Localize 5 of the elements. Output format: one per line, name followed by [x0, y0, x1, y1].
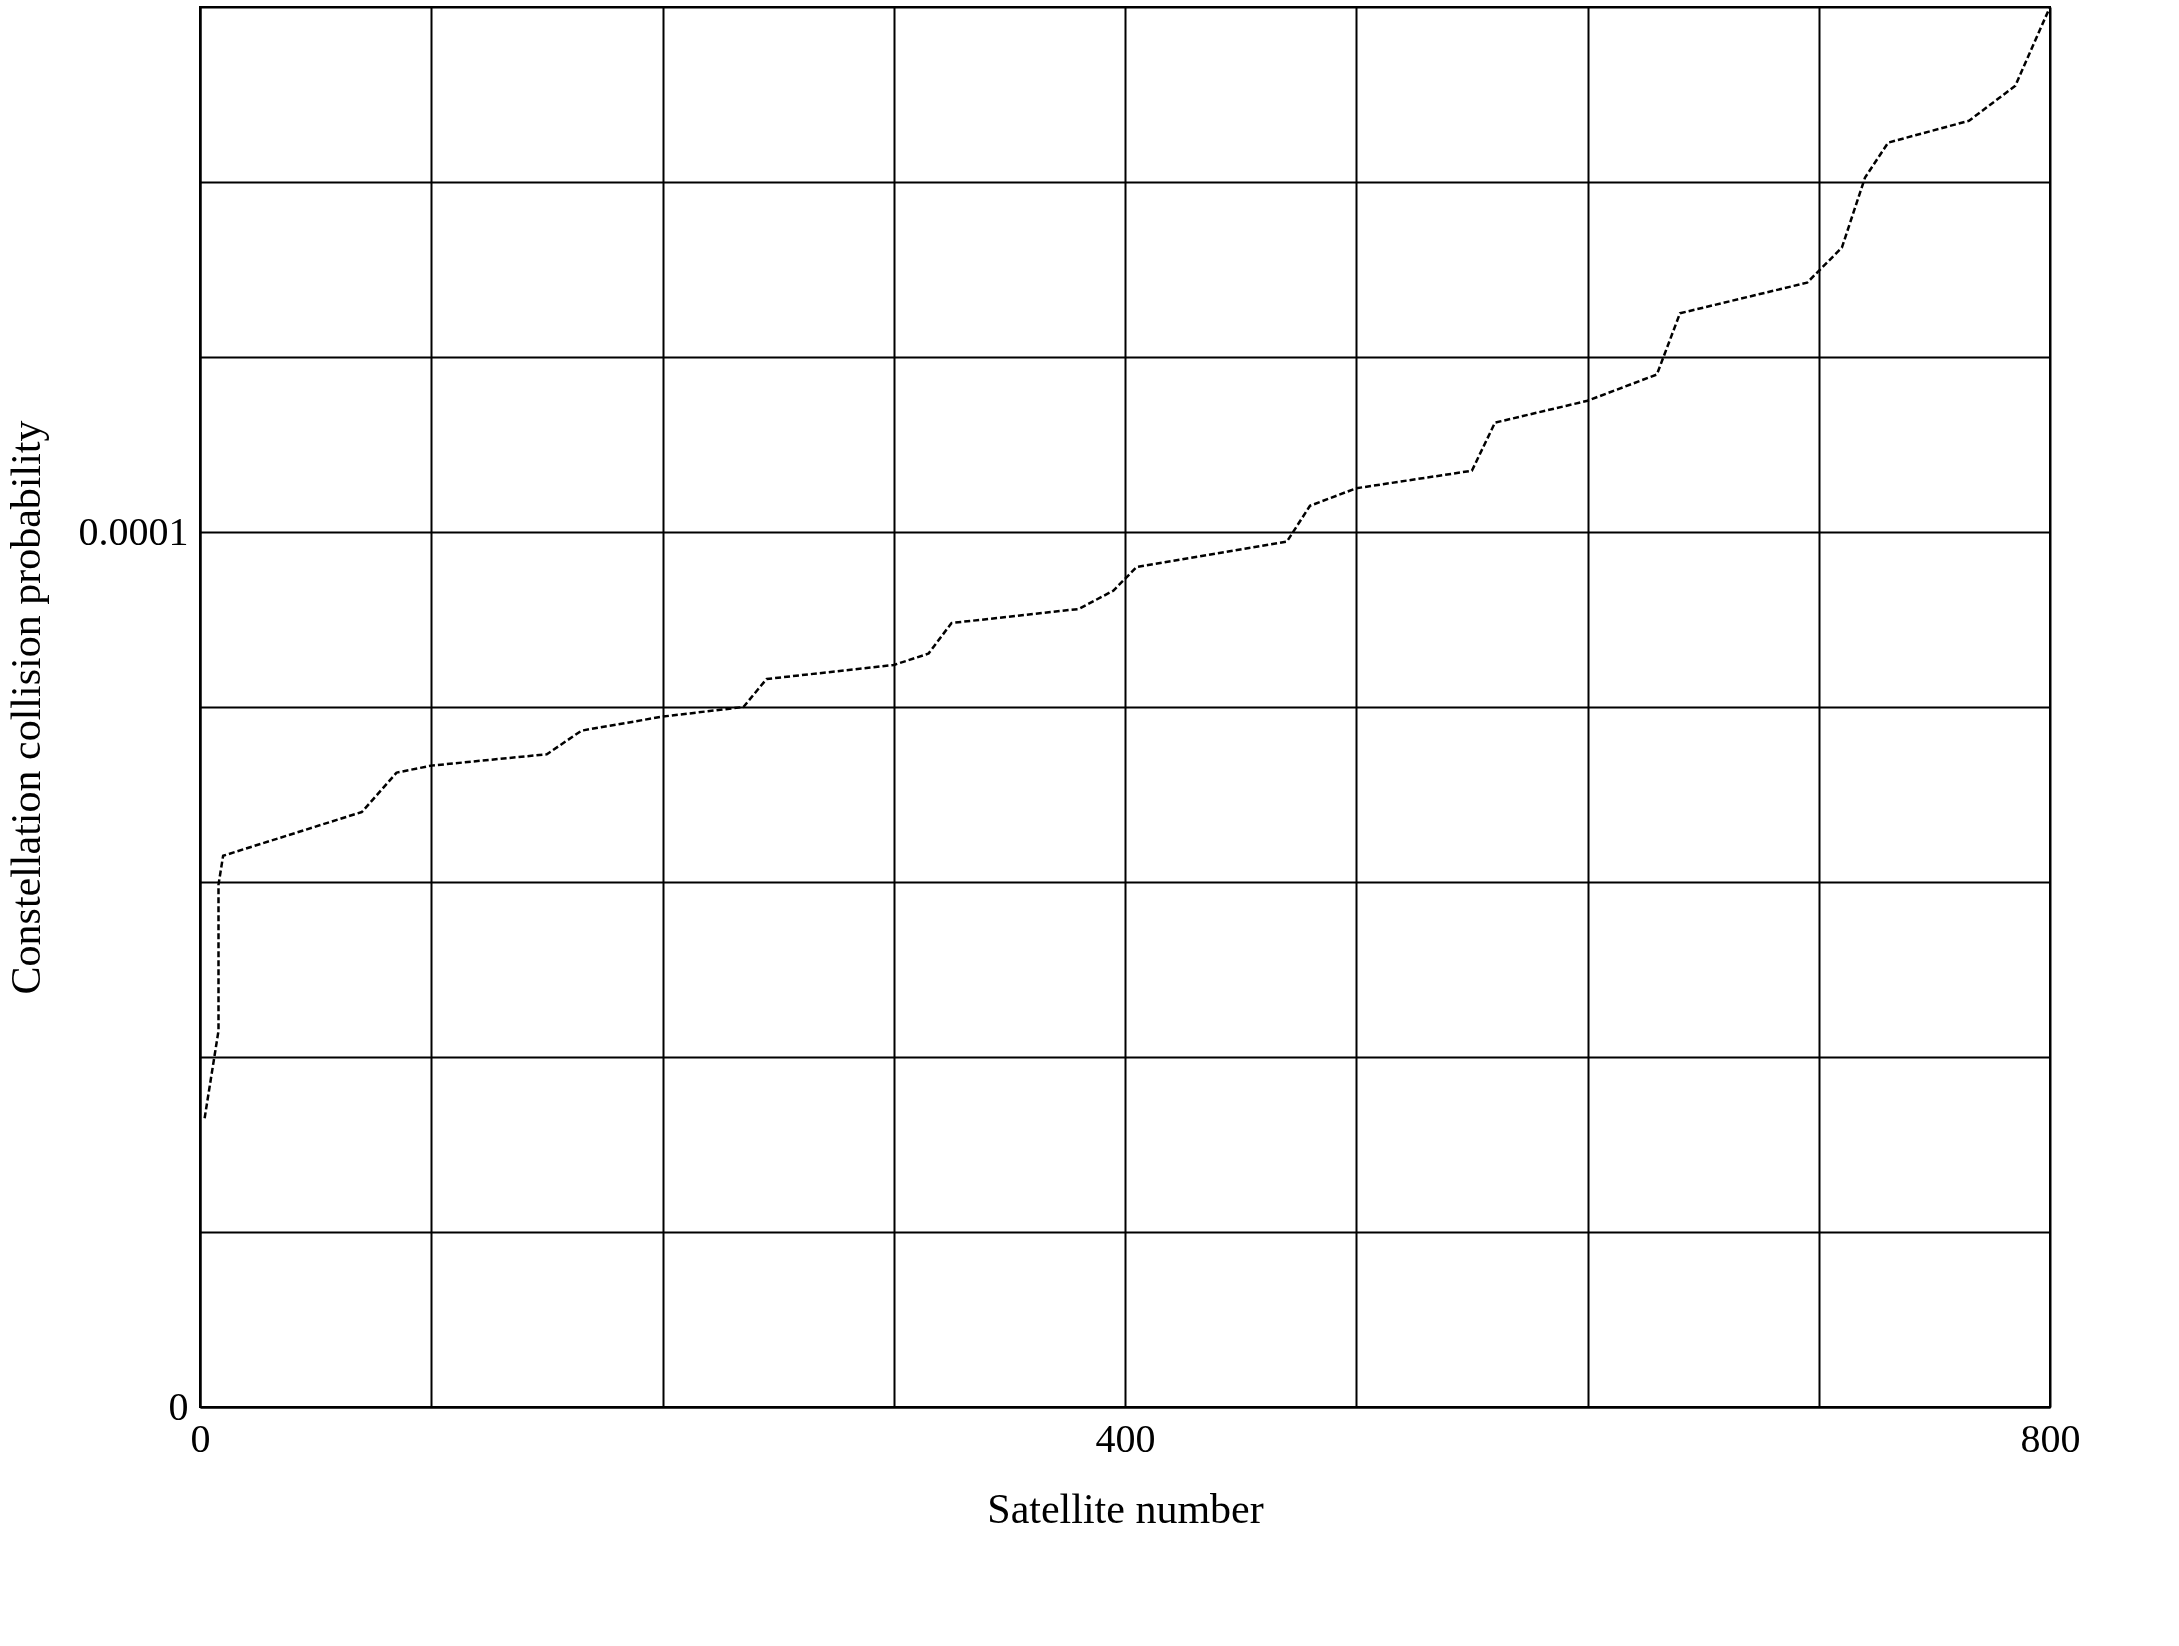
x-tick-label: 400 — [1095, 1415, 1156, 1461]
y-axis-title: Constellation collision probability — [2, 420, 49, 995]
x-axis-title: Satellite number — [987, 1485, 1264, 1532]
x-tick-label: 800 — [2020, 1415, 2081, 1461]
y-tick-label: 0.0001 — [78, 508, 189, 554]
